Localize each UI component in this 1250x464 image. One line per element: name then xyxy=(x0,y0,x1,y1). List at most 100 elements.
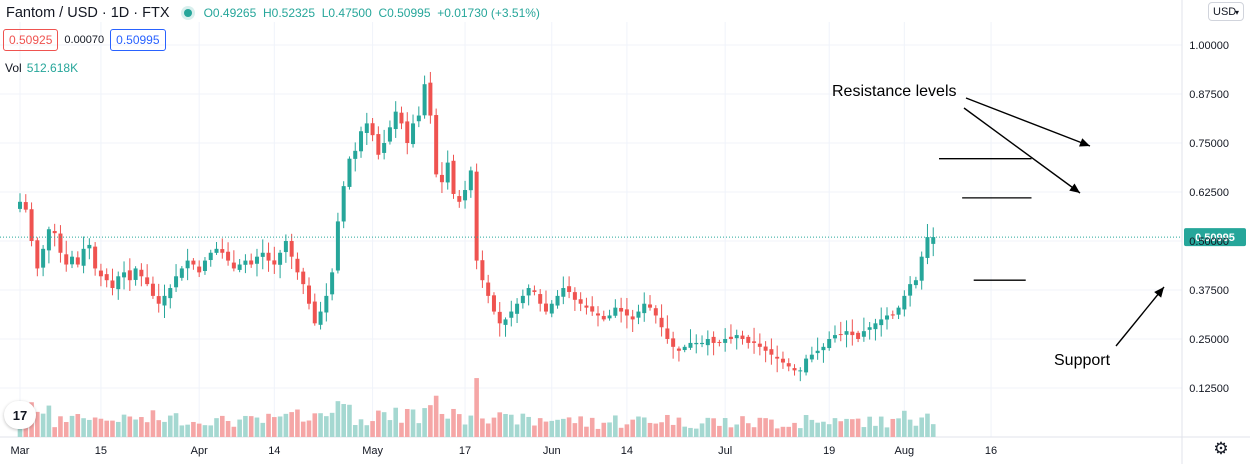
candle-body[interactable] xyxy=(237,264,242,270)
candle-body[interactable] xyxy=(468,170,473,191)
candle-body[interactable] xyxy=(844,331,849,335)
candlestick-series[interactable] xyxy=(18,71,936,382)
sell-price-button[interactable]: 0.50925 xyxy=(3,29,59,51)
candle-body[interactable] xyxy=(763,346,768,351)
candle-body[interactable] xyxy=(838,334,843,336)
candle-body[interactable] xyxy=(613,307,618,316)
candle-body[interactable] xyxy=(555,295,560,306)
candle-body[interactable] xyxy=(890,314,895,316)
candle-body[interactable] xyxy=(364,123,369,133)
candle-body[interactable] xyxy=(347,158,352,187)
candle-body[interactable] xyxy=(752,341,757,343)
candle-body[interactable] xyxy=(87,244,92,249)
candle-body[interactable] xyxy=(850,331,855,336)
candle-body[interactable] xyxy=(23,202,28,210)
candle-body[interactable] xyxy=(335,221,340,271)
price-axis[interactable]: 1.00000 0.87500 0.75000 0.62500 0.50000 0.375… xyxy=(1189,40,1229,395)
candle-body[interactable] xyxy=(266,252,271,261)
candle-body[interactable] xyxy=(110,280,115,289)
candle-body[interactable] xyxy=(260,252,265,257)
candle-body[interactable] xyxy=(561,288,566,297)
candle-body[interactable] xyxy=(145,277,150,285)
candle-body[interactable] xyxy=(503,319,508,325)
candle-body[interactable] xyxy=(289,240,294,257)
candle-body[interactable] xyxy=(659,317,664,328)
candle-body[interactable] xyxy=(18,201,22,209)
arrow-to-upper-resistance[interactable] xyxy=(965,97,1091,147)
candle-body[interactable] xyxy=(642,303,647,314)
candle-body[interactable] xyxy=(359,131,364,152)
candle-body[interactable] xyxy=(757,343,762,347)
candle-body[interactable] xyxy=(861,331,866,337)
candle-body[interactable] xyxy=(387,127,392,142)
candle-body[interactable] xyxy=(919,256,924,281)
candle-body[interactable] xyxy=(116,276,121,290)
candle-body[interactable] xyxy=(717,341,722,343)
candle-body[interactable] xyxy=(775,356,780,359)
symbol-title[interactable]: Fantom / USD · 1D · FTX xyxy=(6,5,170,21)
candle-body[interactable] xyxy=(70,256,75,265)
candle-body[interactable] xyxy=(52,231,57,234)
candle-body[interactable] xyxy=(405,121,410,143)
candle-body[interactable] xyxy=(168,288,173,299)
candle-body[interactable] xyxy=(439,174,444,183)
tradingview-logo-icon[interactable]: 17 xyxy=(4,401,36,429)
candle-body[interactable] xyxy=(694,342,699,345)
candle-body[interactable] xyxy=(399,112,404,124)
candle-body[interactable] xyxy=(434,115,439,175)
candle-body[interactable] xyxy=(208,252,213,261)
candle-body[interactable] xyxy=(75,257,80,265)
candle-body[interactable] xyxy=(463,190,468,201)
candle-body[interactable] xyxy=(734,335,739,339)
candle-body[interactable] xyxy=(832,335,837,339)
candle-body[interactable] xyxy=(769,349,774,355)
drawings-layer[interactable]: Resistance levels Support xyxy=(832,83,1165,369)
candle-body[interactable] xyxy=(590,306,595,312)
candle-body[interactable] xyxy=(451,160,456,194)
candle-body[interactable] xyxy=(676,348,681,351)
candle-body[interactable] xyxy=(515,303,520,314)
candle-body[interactable] xyxy=(428,82,433,116)
candle-body[interactable] xyxy=(913,280,918,286)
candle-body[interactable] xyxy=(549,303,554,314)
candle-body[interactable] xyxy=(370,123,375,136)
candle-body[interactable] xyxy=(416,115,421,122)
candle-body[interactable] xyxy=(630,316,635,320)
candle-body[interactable] xyxy=(682,346,687,351)
candle-body[interactable] xyxy=(307,285,311,304)
candle-body[interactable] xyxy=(324,295,329,313)
candle-body[interactable] xyxy=(156,296,161,304)
candle-body[interactable] xyxy=(480,260,485,281)
candle-body[interactable] xyxy=(278,252,283,265)
candle-body[interactable] xyxy=(809,354,814,360)
candle-body[interactable] xyxy=(931,237,936,244)
candle-body[interactable] xyxy=(578,299,583,304)
candle-body[interactable] xyxy=(353,150,358,159)
candle-body[interactable] xyxy=(798,370,803,372)
candle-body[interactable] xyxy=(526,288,531,296)
candle-body[interactable] xyxy=(249,260,254,265)
candle-body[interactable] xyxy=(671,338,676,347)
candle-body[interactable] xyxy=(538,294,543,304)
candle-body[interactable] xyxy=(700,342,705,345)
candle-body[interactable] xyxy=(601,315,606,320)
candle-body[interactable] xyxy=(572,292,577,300)
candle-body[interactable] xyxy=(596,313,600,316)
candle-body[interactable] xyxy=(827,339,832,349)
candle-body[interactable] xyxy=(648,304,653,308)
candle-body[interactable] xyxy=(272,260,277,265)
time-axis[interactable]: Mar 15 Apr 14 May 17 Jun 14 Jul 19 Aug 16 xyxy=(11,445,998,457)
candle-body[interactable] xyxy=(792,368,797,371)
candle-body[interactable] xyxy=(214,248,219,253)
candle-body[interactable] xyxy=(376,134,381,155)
candle-body[interactable] xyxy=(81,248,86,266)
candle-body[interactable] xyxy=(133,268,138,280)
candle-body[interactable] xyxy=(896,307,901,315)
candle-body[interactable] xyxy=(908,284,913,296)
candle-body[interactable] xyxy=(382,143,387,153)
candle-body[interactable] xyxy=(422,84,427,116)
candle-body[interactable] xyxy=(41,248,46,268)
candle-body[interactable] xyxy=(104,274,109,281)
candle-body[interactable] xyxy=(174,276,179,288)
